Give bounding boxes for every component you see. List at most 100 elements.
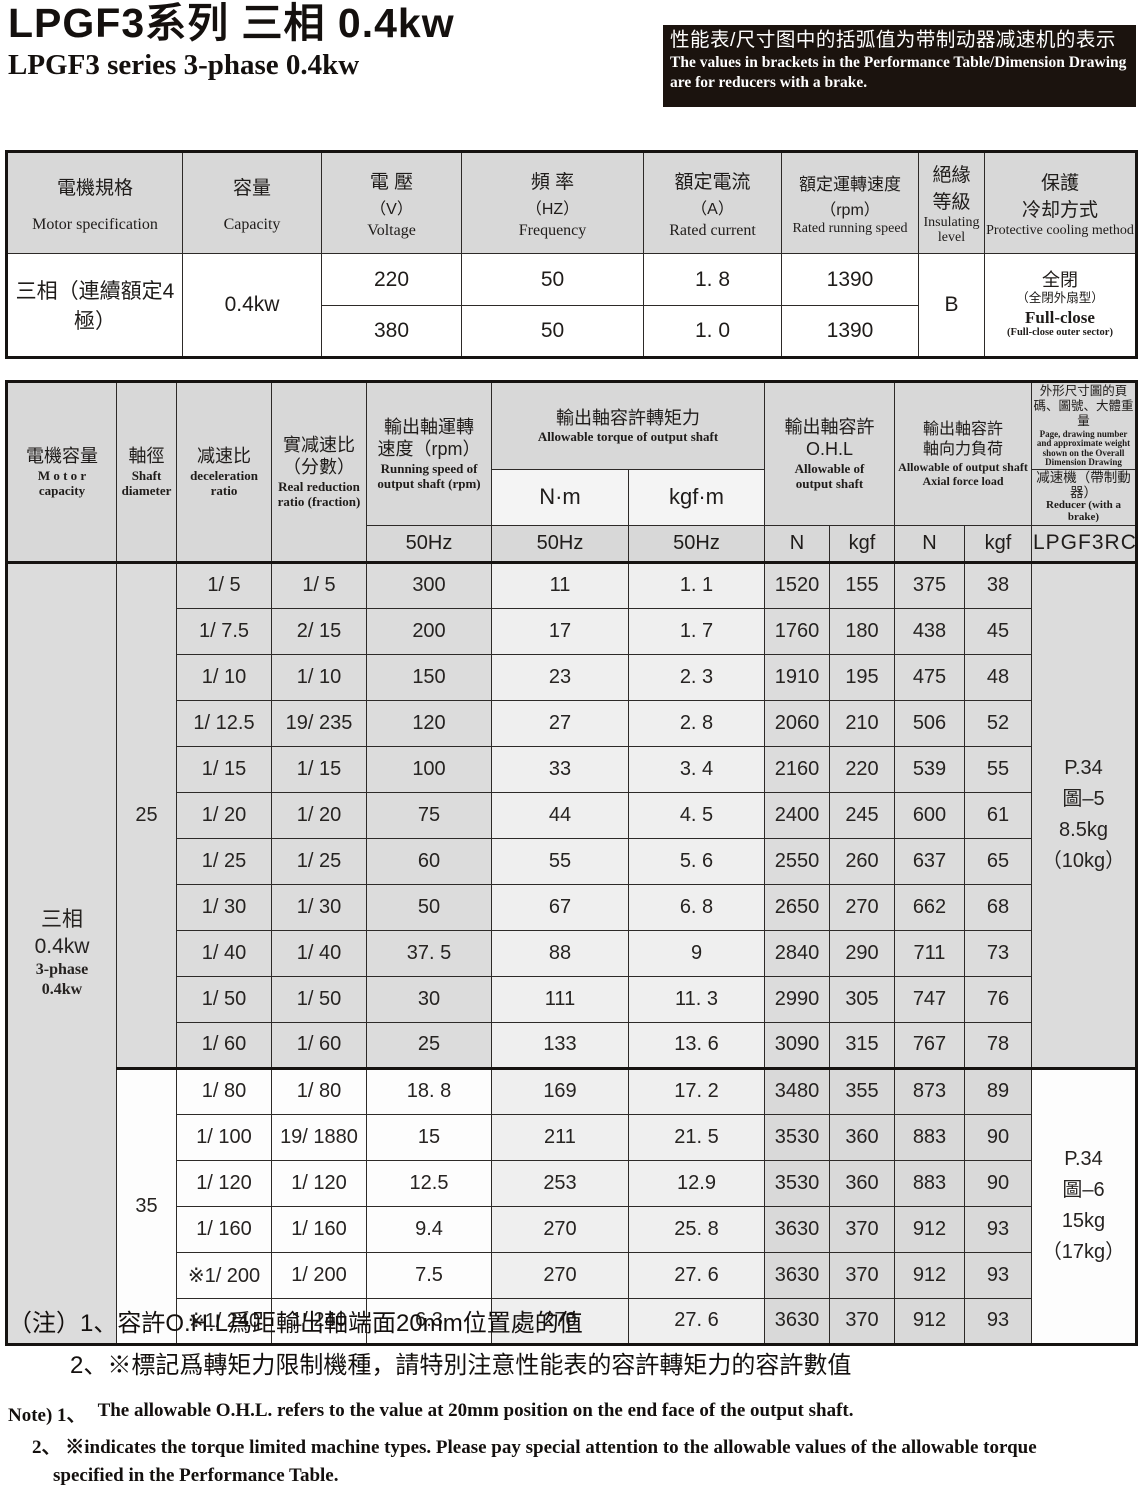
notes-zh: （注）1、容許O.H.L爲距輸出軸端面20mm位置處的值 2、※標記爲轉矩力限制… [8, 1308, 851, 1381]
real-ratio-cell: 2/ 15 [271, 607, 367, 655]
col-ohl-zh2: O.H.L [805, 439, 853, 460]
ohl-kgf-cell: 370 [829, 1251, 895, 1299]
axial-n-cell: 912 [894, 1251, 965, 1299]
subcol-axial-kgf: kgf [964, 524, 1032, 563]
col-voltage-en: Voltage [367, 221, 416, 239]
axial-kgf-label: kgf [984, 531, 1012, 554]
torque-kgfm-cell: 4. 5 [628, 791, 765, 839]
page-note-cell: P.34 圖–5 8.5kg （10kg） [1031, 561, 1137, 1069]
ohl-n-cell: 2550 [764, 837, 830, 885]
note-en-2: 2、 ※indicates the torque limited machine… [32, 1437, 1037, 1486]
ohl-kgf-label: kgf [848, 531, 876, 554]
frequency-value: 50 [461, 305, 644, 358]
col-motor-spec-zh: 電機規格 [56, 177, 133, 199]
col-ohl-en1: Allowable of [794, 460, 865, 476]
axial-n-cell: 438 [894, 607, 965, 655]
axial-kgf-cell: 61 [964, 791, 1032, 839]
ohl-n-cell: 1760 [764, 607, 830, 655]
motor-row-220v: 三相（連續額定4極） 0.4kw 220 50 1. 8 1390 B 全閉 （… [6, 253, 1137, 358]
col-torque-kgfm: kgf·m [628, 468, 765, 526]
real-ratio-cell: 1/ 240 [271, 1297, 367, 1345]
output-speed-cell: 18. 8 [366, 1066, 492, 1115]
col-axial-zh1: 輸出軸容許 [922, 420, 1003, 438]
axial-kgf-cell: 38 [964, 561, 1032, 609]
frequency-value: 50 [461, 253, 644, 306]
torque-nm-cell: 169 [491, 1066, 629, 1115]
torque-kgfm-cell: 2. 8 [628, 699, 765, 747]
col-reducer-brake-en: Reducer (with a brake) [1046, 499, 1121, 523]
perf-row: 1/ 40 1/ 40 37. 5 88 9 2840 290 711 73 [7, 929, 1137, 977]
motor-capacity-en-kw: 0.4kw [41, 981, 83, 999]
torque-nm-cell: 33 [491, 745, 629, 793]
col-allowable-torque-en: Allowable torque of output shaft [537, 429, 719, 445]
page-note-line: （10kg） [1041, 850, 1126, 873]
torque-kgfm-cell: 11. 3 [628, 975, 765, 1023]
real-ratio-cell: 1/ 50 [271, 975, 367, 1023]
subcol-nm-50hz: 50Hz [491, 524, 629, 563]
axial-n-cell: 747 [894, 975, 965, 1023]
output-speed-cell: 60 [366, 837, 492, 885]
page-note-cell: P.34 圖–6 15kg （17kg） [1031, 1066, 1137, 1345]
voltage-value: 380 [321, 305, 462, 358]
rated-current-value: 1. 8 [643, 253, 782, 306]
speed-50hz-label: 50Hz [405, 531, 453, 554]
ohl-n-cell: 2060 [764, 699, 830, 747]
col-frequency-unit: （HZ） [525, 200, 580, 218]
col-frequency-en: Frequency [518, 221, 587, 239]
note-zh-2: 2、※標記爲轉矩力限制機種，請特別注意性能表的容許轉矩力的容許數值 [70, 1352, 852, 1380]
rated-current-value: 1. 0 [643, 305, 782, 358]
ratio-cell: 1/ 50 [176, 975, 272, 1023]
motor-capacity-en: 3-phase [35, 961, 89, 979]
ohl-n-cell: 2650 [764, 883, 830, 931]
rated-speed-value: 1390 [781, 305, 919, 358]
motor-capacity-zh: 三相 [41, 907, 83, 931]
real-ratio-cell: 1/ 160 [271, 1205, 367, 1253]
axial-n-cell: 475 [894, 653, 965, 701]
col-voltage: 電 壓 （V） Voltage [321, 151, 462, 254]
cooling-value: 全閉 （全閉外扇型） Full-close (Full-close outer … [984, 253, 1137, 358]
real-ratio-cell: 1/ 80 [271, 1066, 367, 1115]
col-output-speed: 輸出軸運轉 速度（rpm） Running speed of output sh… [366, 381, 492, 526]
axial-kgf-cell: 93 [964, 1251, 1032, 1299]
axial-n-cell: 375 [894, 561, 965, 609]
ohl-n-cell: 2840 [764, 929, 830, 977]
col-shaft-zh: 軸徑 [128, 446, 165, 467]
col-capacity-zh: 容量 [232, 177, 271, 199]
page-title-en: LPGF3 series 3-phase 0.4kw [8, 49, 360, 82]
col-rated-current-unit: （A） [691, 200, 734, 218]
col-cooling-zh1: 保護 [1040, 172, 1079, 194]
col-real-ratio-zh1: 實减速比 [283, 434, 355, 455]
subcol-ohl-n: N [764, 524, 830, 563]
col-motor-spec: 電機規格 Motor specification [6, 151, 183, 254]
col-page-zh: 外形尺寸圖的頁碼、圖號、大體重量 [1033, 384, 1134, 428]
torque-nm-cell: 11 [491, 561, 629, 609]
col-motor-capacity-en1: M o t o r [37, 467, 87, 483]
torque-kgfm-cell: 17. 2 [628, 1066, 765, 1115]
torque-kgfm-cell: 12.9 [628, 1159, 765, 1207]
col-motor-capacity-en2: capacity [38, 483, 86, 499]
torque-nm-cell: 55 [491, 837, 629, 885]
col-shaft-diameter: 軸徑 Shaft diameter [116, 381, 177, 563]
torque-kgfm-cell: 9 [628, 929, 765, 977]
motor-capacity-cell: 三相 0.4kw 3-phase 0.4kw [6, 561, 117, 1345]
perf-row: 1/ 60 1/ 60 25 133 13. 6 3090 315 767 78 [7, 1021, 1137, 1069]
ohl-n-cell: 1520 [764, 561, 830, 609]
col-output-speed-en1: Running speed of [380, 460, 478, 476]
brake-notice-zh: 性能表/尺寸图中的括弧值为带制动器减速机的表示 [670, 29, 1116, 51]
ratio-cell: ※1/ 200 [176, 1251, 272, 1299]
col-torque-nm: N·m [491, 468, 629, 526]
shaft-diameter-cell: 35 [116, 1066, 177, 1345]
output-speed-cell: 9.4 [366, 1205, 492, 1253]
page-note-line: 15kg [1061, 1210, 1106, 1233]
shaft-diameter-cell: 25 [116, 561, 177, 1069]
torque-nm-cell: 270 [491, 1297, 629, 1345]
ratio-cell: 1/ 25 [176, 837, 272, 885]
torque-nm-cell: 88 [491, 929, 629, 977]
cooling-en-sub: (Full-close outer sector) [1007, 327, 1113, 339]
output-speed-cell: 300 [366, 561, 492, 609]
axial-n-label: N [922, 531, 937, 554]
torque-nm-cell: 27 [491, 699, 629, 747]
torque-kgfm-cell: 5. 6 [628, 837, 765, 885]
real-ratio-cell: 19/ 235 [271, 699, 367, 747]
ohl-kgf-cell: 305 [829, 975, 895, 1023]
